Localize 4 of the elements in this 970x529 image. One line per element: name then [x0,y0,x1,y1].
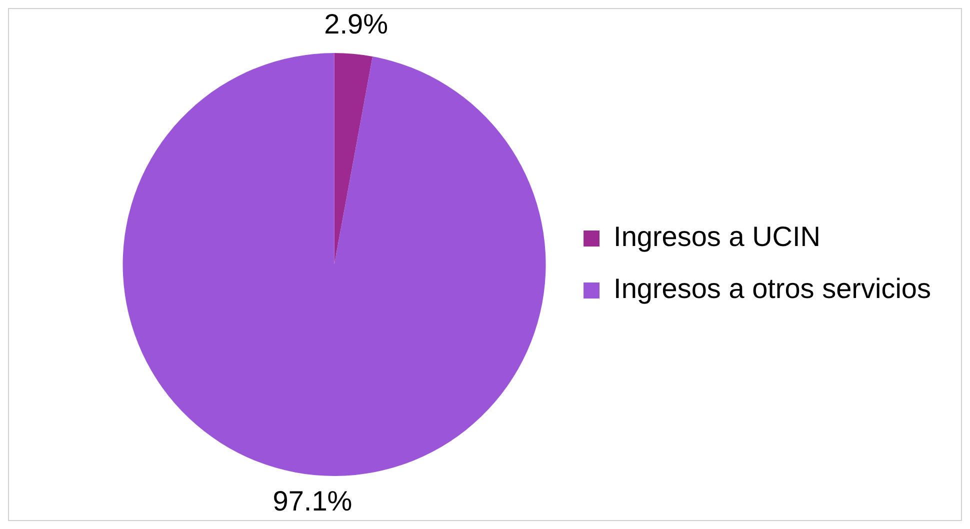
data-label: 97.1% [272,486,352,517]
legend-label: Ingresos a otros servicios [614,273,932,304]
data-label: 2.9% [324,8,388,40]
legend-label: Ingresos a UCIN [614,221,821,252]
